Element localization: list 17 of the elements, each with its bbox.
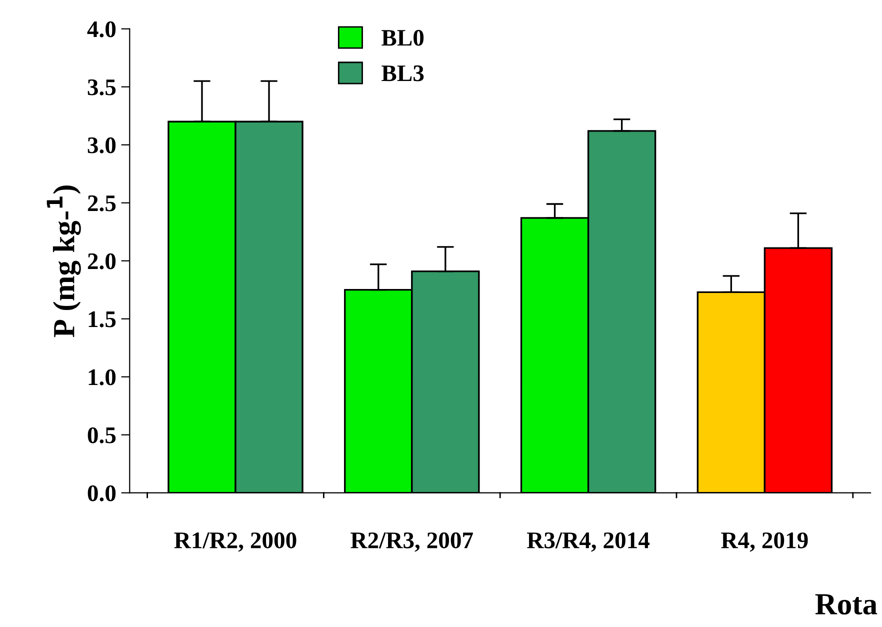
- x-tick-label: R1/R2, 2000: [174, 532, 296, 552]
- y-tick-label: 1.5: [88, 311, 116, 328]
- y-tick-label: 0.5: [88, 427, 116, 444]
- y-tick-label: 4.0: [87, 21, 116, 38]
- legend-label: BL3: [382, 65, 424, 82]
- y-axis-title: P (mg kg-$^{1}$): [46, 186, 81, 338]
- x-axis-title: Rota: [815, 594, 878, 615]
- y-tick-label: 0.0: [88, 485, 116, 502]
- x-tick-label: R4, 2019: [721, 532, 808, 552]
- x-tick-label: R3/R4, 2014: [527, 532, 650, 552]
- y-tick-label: 2.5: [88, 195, 116, 212]
- y-tick-label: 3.5: [88, 79, 116, 96]
- x-tick-label: R2/R3, 2007: [350, 532, 473, 552]
- legend-label: BL0: [382, 30, 424, 46]
- y-tick-label: 1.0: [88, 369, 116, 386]
- y-tick-label: 2.0: [88, 253, 116, 270]
- y-tick-label: 3.0: [88, 137, 116, 154]
